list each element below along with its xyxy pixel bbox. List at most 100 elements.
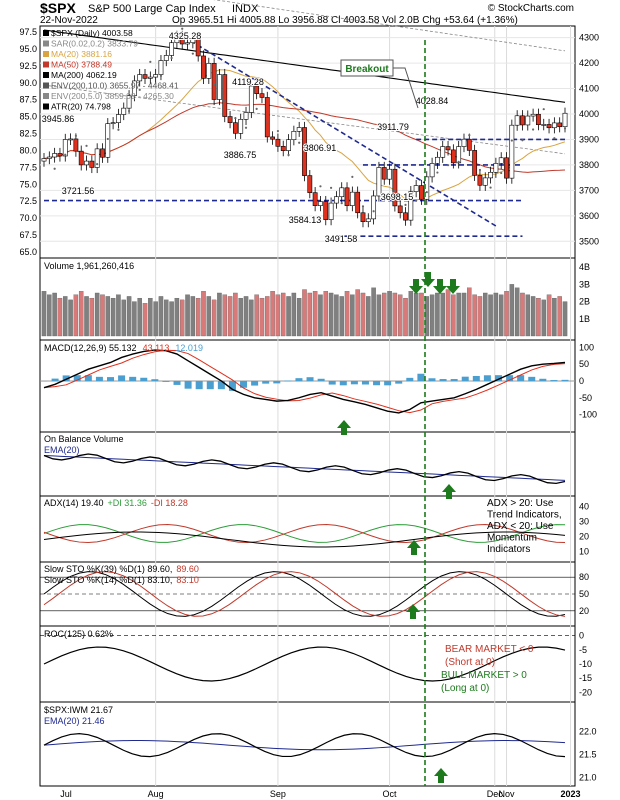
legend-swatch <box>43 30 49 36</box>
volume-bar <box>509 284 515 337</box>
volume-bar <box>472 294 477 337</box>
volume-bar <box>557 296 562 337</box>
sar-dot <box>319 185 322 188</box>
volume-bar <box>312 291 318 337</box>
candle-body <box>323 201 329 220</box>
macd-histogram-bar <box>40 380 48 382</box>
macd-histogram-bar <box>328 380 336 385</box>
volume-bar <box>440 292 445 337</box>
adx-note: ADX > 20: Use <box>487 498 554 509</box>
volume-bar <box>47 294 52 337</box>
candle-body <box>344 187 350 206</box>
volume-bar <box>307 292 313 337</box>
volume-bar <box>445 289 451 337</box>
price-legend-item: $SPX (Daily) 4003.58 <box>51 28 133 38</box>
candle-body <box>546 124 552 129</box>
volume-bar <box>498 294 504 337</box>
volume-bar <box>73 294 79 337</box>
obv-buy-arrow <box>442 484 456 499</box>
candle-body <box>179 36 185 45</box>
ratio-legend-item: EMA(20) 21.46 <box>44 716 105 726</box>
sto-legend-item: 89.60 <box>176 564 199 574</box>
candle-body <box>450 149 456 164</box>
volume-bar <box>562 301 568 337</box>
candle-body <box>190 38 196 44</box>
macd-histogram-bar <box>295 378 303 382</box>
volume-bar <box>419 292 424 337</box>
volume-arrow <box>409 279 423 294</box>
volume-bar <box>68 299 73 337</box>
volume-bar <box>483 292 488 337</box>
sar-dot <box>170 56 173 60</box>
copyright: © StockCharts.com <box>487 3 574 14</box>
volume-legend: Volume 1,961,260,416 <box>44 261 134 271</box>
candle-body <box>307 175 313 193</box>
volume-bar <box>179 299 185 337</box>
breakout-callout: Breakout <box>345 64 389 75</box>
candle-body <box>456 146 462 164</box>
volume-bar <box>280 292 286 337</box>
sto-buy-arrow <box>406 604 420 619</box>
price-left-tick: 70.0 <box>19 213 37 223</box>
volume-bar <box>126 296 132 337</box>
ratio-buy-arrow <box>434 768 448 783</box>
candle-body <box>174 36 180 44</box>
volume-bar <box>339 296 344 337</box>
sar-dot <box>436 171 439 174</box>
sar-dot <box>532 128 535 131</box>
sar-dot <box>542 108 545 111</box>
candle-body <box>392 168 398 207</box>
roc-legend: ROC(125) 0.62% <box>44 629 113 639</box>
roc-note: BULL MARKET > 0 <box>441 670 527 681</box>
volume-bar <box>249 299 254 337</box>
sar-dot <box>489 186 492 189</box>
volume-bar <box>552 297 557 337</box>
volume-bar <box>350 294 355 337</box>
volume-bar <box>132 301 137 337</box>
volume-bar <box>387 291 392 337</box>
candle-body <box>557 122 563 128</box>
sar-dot <box>127 109 131 113</box>
legend-swatch <box>43 51 49 57</box>
macd-histogram-bar <box>406 377 414 382</box>
volume-bar <box>376 294 382 337</box>
volume-bar <box>116 294 121 337</box>
price-legend-item: ENV(200,10.0) 3655.97 - 4468.41 <box>51 81 179 91</box>
roc-note: (Short at 0) <box>445 657 495 668</box>
sar-dot <box>329 186 333 189</box>
candle-body <box>206 63 212 79</box>
breakout-pointer <box>393 67 419 109</box>
ratio-line <box>43 733 566 758</box>
volume-bar <box>233 292 238 337</box>
sar-dot <box>340 201 343 205</box>
sto-legend-item: Slow STO %K(14) %D(1) 83.10, <box>44 575 172 585</box>
macd-histogram-bar <box>461 376 469 382</box>
volume-bar <box>227 296 233 337</box>
price-right-tick: 4200 <box>579 58 599 68</box>
volume-bar <box>413 292 419 337</box>
month-label: Jul <box>60 789 72 799</box>
macd-legend-item: 12.019 <box>175 343 203 353</box>
macd-histogram-bar <box>483 375 491 382</box>
candle-body <box>227 116 233 123</box>
price-left-tick: 67.5 <box>19 230 37 240</box>
candle-body <box>153 74 159 78</box>
price-legend-item: SAR(0.02,0.2) 3833.79 <box>51 39 138 49</box>
macd-histogram-bar <box>162 380 170 382</box>
sar-dot <box>308 176 311 179</box>
adx-tick: 10 <box>579 547 589 557</box>
sar-dot <box>510 139 513 142</box>
adx-legend-item: +DI 31.36 <box>108 498 147 508</box>
candle-body <box>78 150 84 166</box>
sar-dot <box>149 60 152 63</box>
volume-bar <box>201 291 206 337</box>
candle-body <box>137 74 143 82</box>
sar-dot <box>159 74 163 77</box>
volume-bar <box>185 294 190 337</box>
sar-dot <box>244 126 248 129</box>
sar-dot <box>96 163 99 166</box>
candle-body <box>163 55 169 61</box>
macd-histogram-bar <box>140 377 148 382</box>
candle-body <box>270 136 276 140</box>
legend-swatch <box>43 103 49 110</box>
